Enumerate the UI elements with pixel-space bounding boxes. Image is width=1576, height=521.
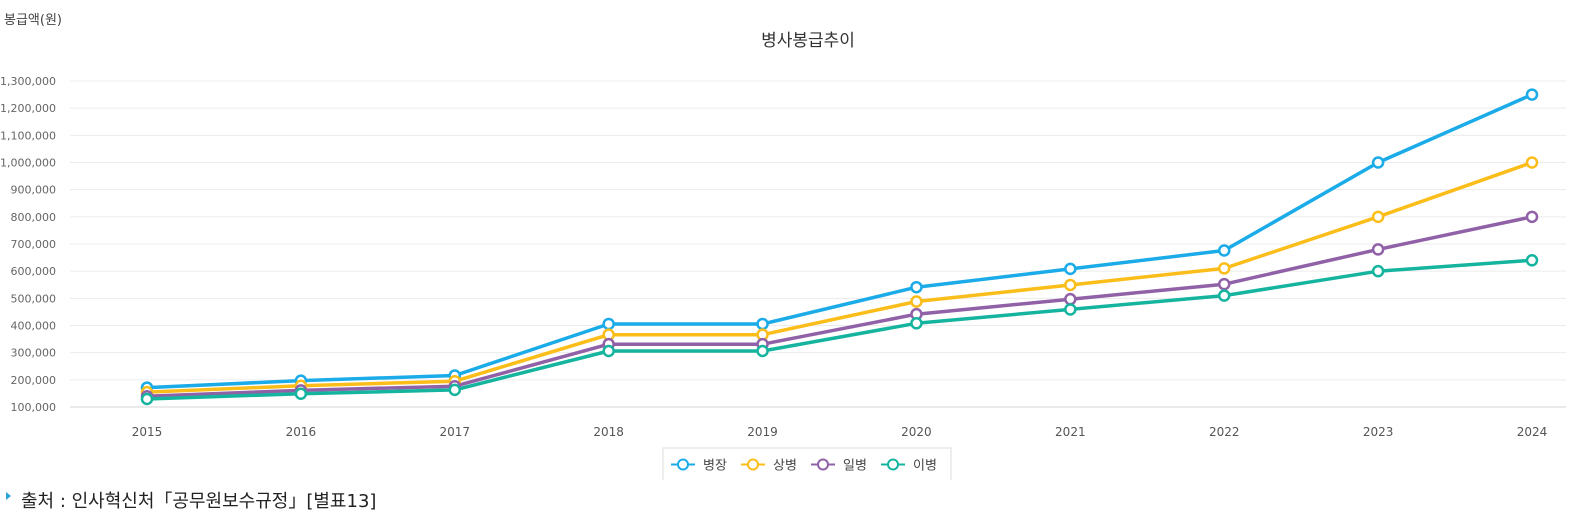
data-point[interactable] [756, 344, 769, 358]
y-tick-label: 900,000 [11, 184, 57, 197]
x-tick-label: 2023 [1363, 425, 1394, 439]
series-line-이병 [146, 258, 1533, 401]
data-point[interactable] [448, 383, 462, 397]
series-line-일병 [146, 215, 1533, 398]
y-tick-label: 1,100,000 [0, 129, 56, 142]
legend-item-이병[interactable]: 이병 [881, 458, 937, 474]
data-point[interactable] [910, 317, 923, 330]
y-tick-label: 500,000 [11, 292, 57, 305]
data-point[interactable] [1217, 244, 1231, 257]
data-point[interactable] [1064, 292, 1077, 306]
x-tick-labels: 2015 2016 2017 2018 2019 2020 2021 2022 2023 2024 [132, 425, 1548, 439]
y-tick-label: 100,000 [11, 401, 57, 414]
legend-swatch-marker [887, 458, 899, 471]
data-point[interactable] [1525, 88, 1539, 101]
data-point[interactable] [1371, 264, 1385, 278]
legend: 병장 상병 일병 이병 [662, 447, 952, 482]
legend-label: 병장 [703, 459, 727, 474]
y-axis-label: 봉급액(원) [4, 13, 62, 28]
data-point[interactable] [140, 392, 154, 406]
legend-label: 이병 [913, 459, 937, 474]
legend-label: 상병 [773, 459, 797, 474]
data-point[interactable] [1525, 254, 1539, 267]
x-tick-label: 2019 [747, 425, 778, 439]
legend-item-상병[interactable]: 상병 [741, 458, 797, 474]
legend-swatch-marker [817, 458, 829, 471]
x-tick-label: 2016 [286, 425, 317, 439]
y-tick-labels: 100,000 200,000 300,000 400,000 500,000 600,0… [0, 75, 56, 414]
y-tick-label: 800,000 [11, 211, 57, 224]
chart-title: 병사봉급추이 [761, 31, 855, 51]
data-point[interactable] [294, 387, 308, 400]
legend-swatch-marker [677, 458, 689, 471]
y-tick-label: 300,000 [11, 347, 57, 360]
legend-label: 일병 [843, 459, 867, 474]
data-point[interactable] [1217, 289, 1231, 302]
data-point[interactable] [1064, 303, 1077, 316]
x-tick-label: 2021 [1055, 425, 1086, 439]
y-tick-label: 1,000,000 [0, 157, 56, 170]
y-tick-label: 1,200,000 [0, 102, 56, 115]
legend-item-일병[interactable]: 일병 [811, 458, 867, 474]
grid-lines [70, 80, 1566, 408]
x-tick-label: 2015 [132, 425, 163, 439]
y-tick-label: 1,300,000 [0, 75, 56, 88]
legend-item-병장[interactable]: 병장 [671, 458, 727, 474]
data-point[interactable] [756, 317, 769, 331]
series-line-병장 [146, 92, 1533, 390]
y-tick-label: 200,000 [11, 374, 57, 387]
series-lines [140, 88, 1539, 406]
x-tick-label: 2024 [1517, 425, 1548, 439]
data-point[interactable] [1525, 156, 1539, 169]
x-tick-label: 2017 [440, 425, 471, 439]
data-point[interactable] [602, 344, 615, 358]
y-tick-label: 600,000 [11, 265, 57, 278]
data-point[interactable] [1064, 278, 1077, 292]
bullet-arrow-icon [6, 492, 11, 500]
x-tick-label: 2018 [593, 425, 624, 439]
data-point[interactable] [1217, 262, 1231, 275]
data-point[interactable] [1371, 243, 1385, 256]
data-point[interactable] [1064, 262, 1077, 276]
source-note: 출처 : 인사혁신처「공무원보수규정」[별표13] [6, 487, 376, 513]
data-point[interactable] [910, 295, 923, 308]
source-text: 출처 : 인사혁신처「공무원보수규정」[별표13] [21, 491, 377, 512]
series-line-상병 [146, 160, 1533, 394]
data-point[interactable] [602, 317, 615, 331]
y-tick-label: 400,000 [11, 320, 57, 333]
x-tick-label: 2022 [1209, 425, 1240, 439]
data-point[interactable] [1371, 210, 1385, 224]
data-point[interactable] [1525, 210, 1539, 224]
x-tick-label: 2020 [901, 425, 932, 439]
data-point[interactable] [1217, 277, 1231, 291]
legend-swatch-marker [747, 458, 759, 471]
data-point[interactable] [910, 280, 923, 294]
data-point[interactable] [1371, 156, 1385, 169]
y-tick-label: 700,000 [11, 238, 57, 251]
chart-canvas: 봉급액(원) 병사봉급추이 100,000 200,000 300,000 400,0… [0, 13, 1566, 482]
